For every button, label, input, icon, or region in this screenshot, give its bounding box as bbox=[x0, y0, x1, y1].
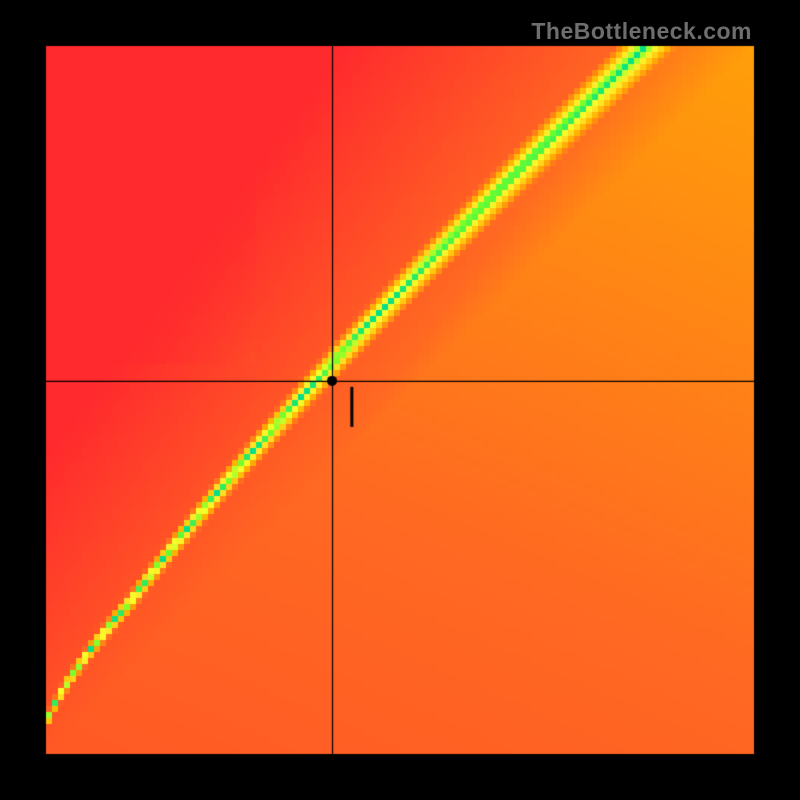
chart-root: TheBottleneck.com bbox=[0, 0, 800, 800]
watermark-text: TheBottleneck.com bbox=[531, 18, 752, 45]
bottleneck-heatmap-canvas bbox=[0, 0, 800, 800]
